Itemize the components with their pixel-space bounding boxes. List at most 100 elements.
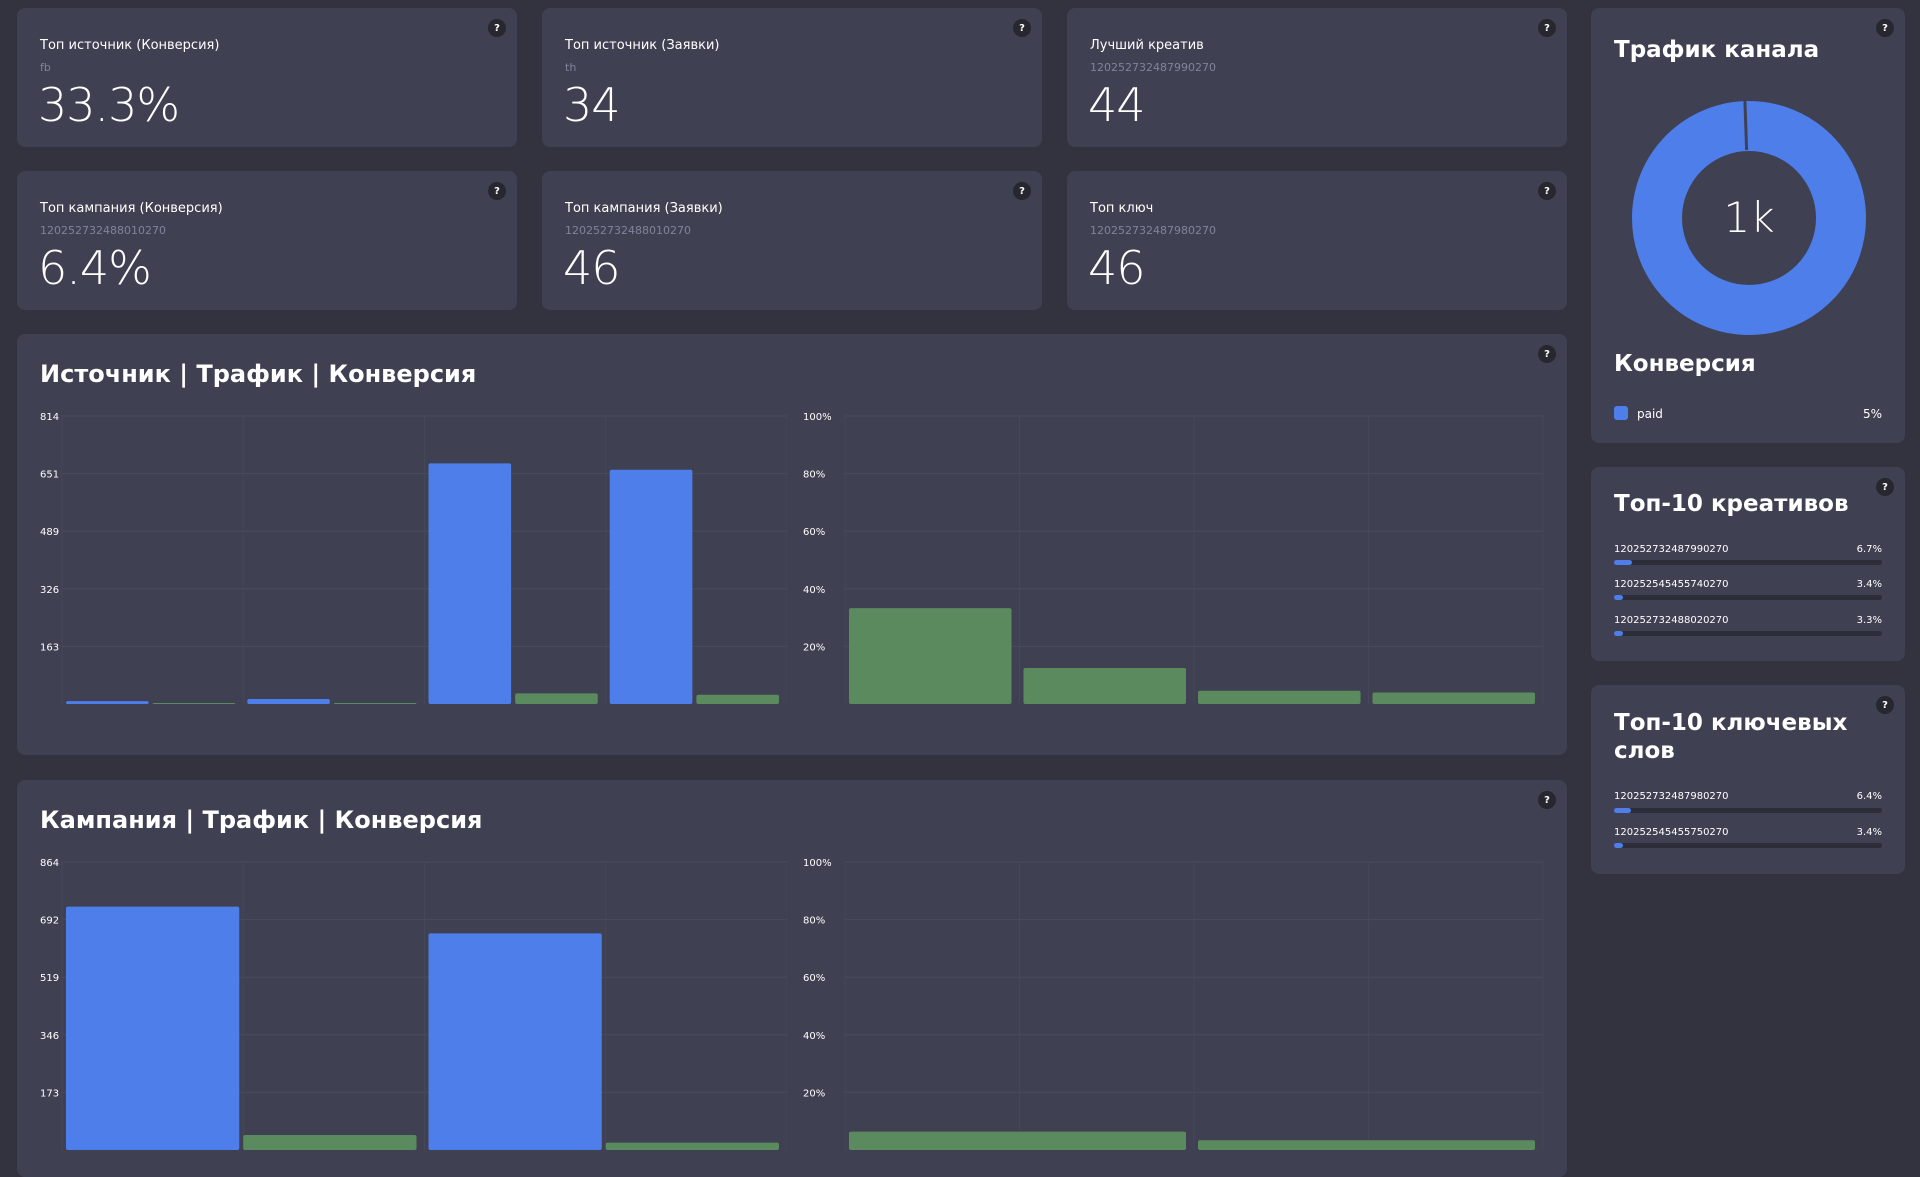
donut-gap bbox=[1743, 100, 1749, 151]
list-item-label: 120252545455750270 bbox=[1614, 827, 1729, 838]
list-item-percent: 6.4% bbox=[1856, 791, 1882, 802]
kpi-value: 44 bbox=[1088, 78, 1146, 132]
chart-bar[interactable] bbox=[152, 702, 236, 704]
progress-fill bbox=[1614, 808, 1632, 813]
campaign-traffic-conversion-panel: ? Кампания | Трафик | Конверсия 864 692 51… bbox=[17, 780, 1567, 1177]
donut-center-label: 1k bbox=[1723, 193, 1774, 242]
progress-fill bbox=[1614, 843, 1624, 848]
chart-bar[interactable] bbox=[1372, 692, 1536, 704]
y-tick-label: 346 bbox=[40, 1031, 59, 1042]
help-icon[interactable]: ? bbox=[488, 19, 506, 37]
kpi-subtitle: th bbox=[565, 61, 577, 74]
chart-bar[interactable] bbox=[333, 702, 417, 704]
help-icon[interactable]: ? bbox=[488, 182, 506, 200]
help-icon[interactable]: ? bbox=[1538, 19, 1556, 37]
chart-bar[interactable] bbox=[609, 469, 693, 704]
help-icon[interactable]: ? bbox=[1013, 182, 1031, 200]
y-tick-label: 163 bbox=[40, 642, 59, 653]
y-tick-label: 60% bbox=[803, 973, 825, 984]
chart-bar[interactable] bbox=[428, 463, 512, 704]
kpi-title: Топ источник (Конверсия) bbox=[40, 38, 220, 53]
y-tick-label: 20% bbox=[803, 642, 825, 653]
chart-bar[interactable] bbox=[247, 699, 330, 704]
list-item-percent: 3.4% bbox=[1856, 579, 1882, 590]
campaign-traffic-chart: 864 692 519 346 173 bbox=[40, 858, 787, 1150]
donut-ring bbox=[1632, 101, 1866, 335]
help-icon[interactable]: ? bbox=[1538, 345, 1556, 363]
y-tick-label: 864 bbox=[40, 858, 59, 869]
chart-bar[interactable] bbox=[428, 933, 602, 1150]
legend-item-paid: paid 5% bbox=[1614, 405, 1882, 421]
kpi-value: 34 bbox=[563, 78, 621, 132]
kpi-card-best-creative: ? Лучший креатив 120252732487990270 44 bbox=[1067, 8, 1567, 147]
help-icon[interactable]: ? bbox=[1013, 19, 1031, 37]
chart-bar[interactable] bbox=[605, 1142, 779, 1150]
kpi-value: 33.3% bbox=[38, 78, 180, 132]
list-item-label: 120252732487980270 bbox=[1614, 791, 1729, 802]
top-keywords-title: Топ-10 ключевых слов bbox=[1614, 710, 1848, 765]
kpi-subtitle: 120252732488010270 bbox=[565, 224, 691, 237]
list-item-label: 120252732488020270 bbox=[1614, 615, 1729, 626]
y-tick-label: 651 bbox=[40, 470, 59, 481]
chart-bar[interactable] bbox=[1198, 1140, 1535, 1150]
chart-bar[interactable] bbox=[849, 1131, 1186, 1150]
y-tick-label: 40% bbox=[803, 1031, 825, 1042]
chart-bar[interactable] bbox=[1198, 690, 1361, 704]
chart-bar[interactable] bbox=[515, 693, 598, 704]
y-tick-label: 326 bbox=[40, 585, 59, 596]
chart-bar[interactable] bbox=[66, 906, 240, 1150]
help-icon[interactable]: ? bbox=[1876, 696, 1894, 714]
section-title: Кампания | Трафик | Конверсия bbox=[40, 806, 483, 834]
y-tick-label: 173 bbox=[40, 1088, 59, 1099]
progress-track bbox=[1614, 843, 1882, 848]
y-tick-label: 814 bbox=[40, 412, 59, 423]
y-tick-label: 80% bbox=[803, 470, 825, 481]
kpi-title: Топ ключ bbox=[1090, 201, 1154, 216]
help-icon[interactable]: ? bbox=[1876, 19, 1894, 37]
kpi-value: 46 bbox=[563, 241, 621, 295]
top-creatives-panel: ? Топ-10 креативов 120252732487990270 6.… bbox=[1591, 467, 1905, 661]
list-item-percent: 3.4% bbox=[1856, 827, 1882, 838]
top-creatives-title: Топ-10 креативов bbox=[1614, 491, 1849, 517]
kpi-subtitle: 120252732487990270 bbox=[1090, 61, 1216, 74]
source-traffic-conversion-panel: ? Источник | Трафик | Конверсия 814 651 48… bbox=[17, 334, 1567, 755]
progress-track bbox=[1614, 560, 1882, 565]
legend-value: 5% bbox=[1862, 407, 1882, 421]
channel-traffic-panel: ? Трафик канала 1k Конверсия paid 5% bbox=[1591, 8, 1905, 443]
help-icon[interactable]: ? bbox=[1538, 791, 1556, 809]
list-item-percent: 3.3% bbox=[1856, 615, 1882, 626]
y-tick-label: 519 bbox=[40, 973, 59, 984]
progress-track bbox=[1614, 595, 1882, 600]
progress-track bbox=[1614, 808, 1882, 813]
source-traffic-chart: 814 651 489 326 163 bbox=[40, 412, 787, 704]
chart-bar[interactable] bbox=[66, 701, 149, 704]
y-tick-label: 692 bbox=[40, 916, 59, 927]
list-item-label: 120252545455740270 bbox=[1614, 579, 1729, 590]
kpi-title: Топ кампания (Конверсия) bbox=[40, 201, 223, 216]
conversion-title: Конверсия bbox=[1614, 351, 1756, 377]
help-icon[interactable]: ? bbox=[1538, 182, 1556, 200]
progress-fill bbox=[1614, 595, 1624, 600]
help-icon[interactable]: ? bbox=[1876, 478, 1894, 496]
chart-bar[interactable] bbox=[849, 608, 1012, 704]
progress-fill bbox=[1614, 631, 1623, 636]
kpi-card-top-key: ? Топ ключ 120252732487980270 46 bbox=[1067, 171, 1567, 310]
kpi-card-top-source-conversion: ? Топ источник (Конверсия) fb 33.3% bbox=[17, 8, 517, 147]
kpi-title: Лучший креатив bbox=[1090, 38, 1204, 53]
y-tick-label: 40% bbox=[803, 585, 825, 596]
y-tick-label: 100% bbox=[803, 858, 832, 869]
y-tick-label: 80% bbox=[803, 916, 825, 927]
top-keywords-panel: ? Топ-10 ключевых слов 12025273248798027… bbox=[1591, 685, 1905, 874]
chart-bar[interactable] bbox=[243, 1135, 417, 1150]
source-conversion-chart: 100% 80% 60% 40% 20% bbox=[803, 412, 1544, 704]
channel-donut-chart: 1k bbox=[1632, 100, 1866, 335]
list-item-label: 120252732487990270 bbox=[1614, 544, 1729, 555]
y-tick-label: 100% bbox=[803, 412, 832, 423]
chart-bar[interactable] bbox=[696, 694, 779, 704]
kpi-subtitle: 120252732487980270 bbox=[1090, 224, 1216, 237]
chart-bar[interactable] bbox=[1023, 668, 1187, 704]
kpi-title: Топ кампания (Заявки) bbox=[565, 201, 723, 216]
section-title: Источник | Трафик | Конверсия bbox=[40, 360, 477, 388]
y-tick-label: 489 bbox=[40, 527, 59, 538]
kpi-title: Топ источник (Заявки) bbox=[565, 38, 720, 53]
